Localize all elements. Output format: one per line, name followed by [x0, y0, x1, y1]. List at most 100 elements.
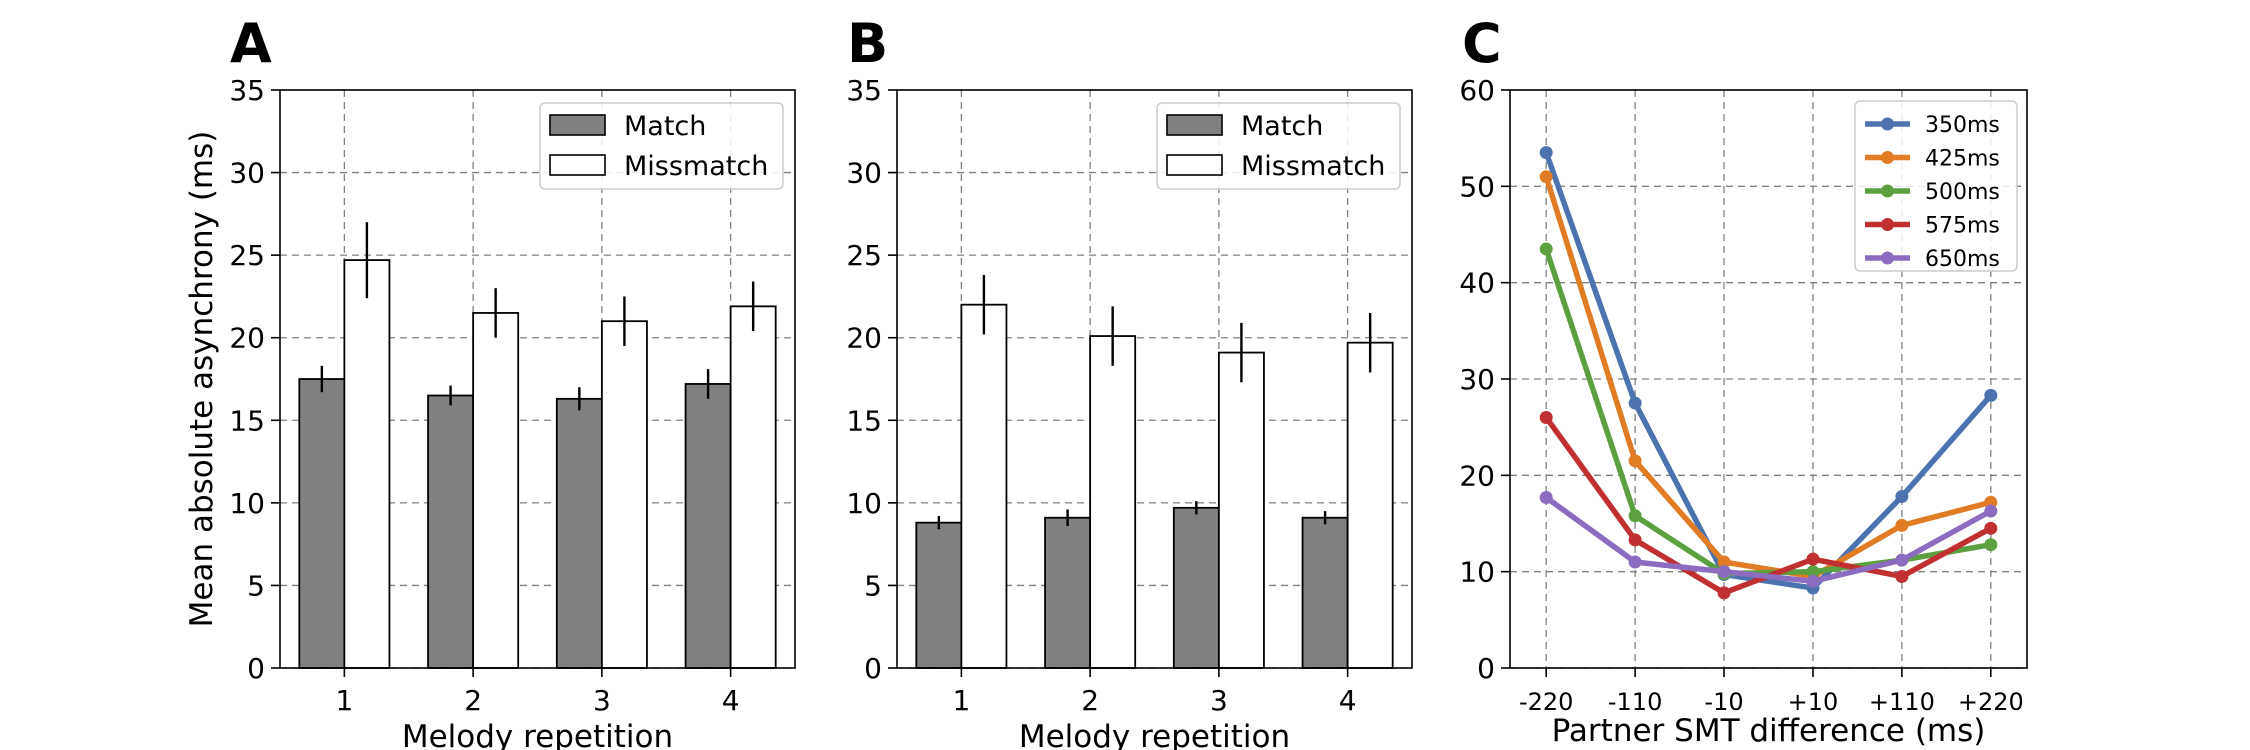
data-point-425ms — [1717, 555, 1731, 569]
bar-mismatch — [1217, 351, 1265, 669]
data-point-575ms — [1539, 411, 1553, 425]
bar-mismatch — [343, 259, 391, 669]
y-tick-label: 25 — [229, 239, 265, 272]
data-point-650ms — [1539, 490, 1553, 504]
bar-match — [427, 394, 475, 669]
data-point-425ms — [1539, 170, 1553, 184]
legend-marker-575ms — [1881, 218, 1894, 231]
legend-marker-500ms — [1881, 184, 1894, 198]
series-line-500ms — [1543, 248, 1992, 577]
data-point-650ms — [1984, 504, 1998, 518]
series-line-425ms — [1543, 175, 1992, 580]
legend-label: 500ms — [1925, 180, 2000, 205]
panel-letter: A — [230, 12, 272, 75]
bar-match — [1044, 516, 1092, 669]
series-line-350ms — [1543, 151, 1993, 591]
x-tick-label: 1 — [952, 684, 970, 717]
panel-letter: B — [847, 12, 888, 75]
y-tick-label: 5 — [864, 569, 882, 602]
legend-swatch-mismatch — [549, 154, 606, 176]
x-tick-label: -10 — [1704, 688, 1743, 716]
y-tick-label: 20 — [229, 322, 265, 355]
x-tick-label: 1 — [335, 684, 353, 717]
bar-match — [1172, 506, 1220, 669]
panel-letter: C — [1462, 12, 1502, 75]
chart-panel-a: A 0 5 10 15 20 25 30 35 1 2 3 4 Melody repetition Mean… — [184, 12, 796, 750]
x-tick-label: 3 — [593, 684, 611, 717]
x-axis-label: Melody repetition — [1019, 719, 1290, 750]
x-tick-label: 4 — [1339, 684, 1357, 717]
data-point-575ms — [1895, 569, 1909, 583]
y-tick-label: 35 — [846, 74, 882, 107]
legend-label: Missmatch — [624, 151, 768, 182]
y-tick-label: 20 — [846, 322, 882, 355]
y-tick-label: 15 — [229, 404, 265, 437]
y-tick-label: 25 — [846, 239, 882, 272]
bar-mismatch — [1346, 341, 1394, 669]
x-tick-label: -220 — [1519, 688, 1573, 716]
legend-label: Missmatch — [1241, 151, 1385, 182]
x-tick-label: +10 — [1788, 688, 1839, 716]
data-point-575ms — [1806, 552, 1820, 566]
legend-marker-650ms — [1881, 251, 1894, 265]
data-point-425ms — [1628, 454, 1642, 468]
legend-swatch-match — [549, 114, 606, 136]
plot-frame — [279, 89, 796, 669]
data-point-650ms — [1628, 555, 1642, 569]
y-tick-label: 0 — [864, 652, 882, 685]
legend-label: 350ms — [1925, 113, 2000, 138]
chart-panel-c: C 0 10 20 30 40 50 60 -220 -110 -10 +10 +110 +220Part… — [1459, 12, 2028, 749]
bar-mismatch — [600, 320, 648, 669]
legend-label: Match — [624, 111, 706, 142]
legend: 350ms 425ms 500ms 575ms 650ms — [1854, 100, 2018, 272]
data-point-500ms — [1984, 538, 1998, 552]
legend-swatch-match — [1166, 114, 1223, 136]
bar-mismatch — [960, 303, 1008, 669]
x-tick-label: 2 — [464, 684, 482, 717]
x-tick-label: +220 — [1958, 688, 2024, 716]
data-point-575ms — [1628, 533, 1642, 547]
x-axis-label: Melody repetition — [402, 719, 673, 750]
bar-match — [684, 383, 732, 669]
data-point-350ms — [1984, 388, 1998, 402]
legend-label: Match — [1241, 111, 1323, 142]
legend-box — [1854, 100, 2018, 272]
legend-marker-425ms — [1881, 151, 1894, 164]
data-point-650ms — [1806, 574, 1820, 588]
bar-mismatch — [729, 305, 777, 669]
plot-frame — [896, 89, 1413, 669]
y-tick-label: 30 — [229, 157, 265, 190]
data-point-350ms — [1539, 146, 1553, 160]
data-point-350ms — [1895, 490, 1909, 504]
y-tick-label: 35 — [229, 74, 265, 107]
data-point-500ms — [1806, 565, 1820, 579]
y-tick-label: 10 — [1459, 556, 1495, 589]
bar-mismatch — [1089, 335, 1137, 669]
y-tick-label: 10 — [846, 487, 882, 520]
x-axis-label: Partner SMT difference (ms) — [1552, 713, 1986, 749]
chart-panel-b: B 0 5 10 15 20 25 30 35 1 2 3 4 Melody repetition Matc… — [846, 12, 1413, 750]
legend-swatch-mismatch — [1166, 154, 1223, 176]
bar-match — [1301, 516, 1349, 669]
bar-match — [555, 397, 603, 669]
y-tick-label: 30 — [846, 157, 882, 190]
x-tick-label: 4 — [722, 684, 740, 717]
data-point-500ms — [1539, 242, 1553, 256]
y-tick-label: 30 — [1459, 363, 1495, 396]
series-line-650ms — [1544, 495, 1993, 585]
bar-mismatch — [472, 312, 520, 669]
x-tick-label: 3 — [1210, 684, 1228, 717]
legend-marker-350ms — [1881, 117, 1894, 131]
y-tick-label: 0 — [1477, 652, 1495, 685]
y-tick-label: 40 — [1459, 267, 1495, 300]
data-point-575ms — [1984, 521, 1998, 535]
y-tick-label: 60 — [1459, 74, 1495, 107]
y-tick-label: 15 — [846, 404, 882, 437]
data-point-575ms — [1717, 586, 1731, 600]
data-point-500ms — [1628, 509, 1642, 523]
x-tick-label: 2 — [1081, 684, 1099, 717]
data-point-350ms — [1628, 396, 1642, 410]
bar-match — [915, 521, 963, 669]
legend-label: 575ms — [1925, 214, 2000, 239]
